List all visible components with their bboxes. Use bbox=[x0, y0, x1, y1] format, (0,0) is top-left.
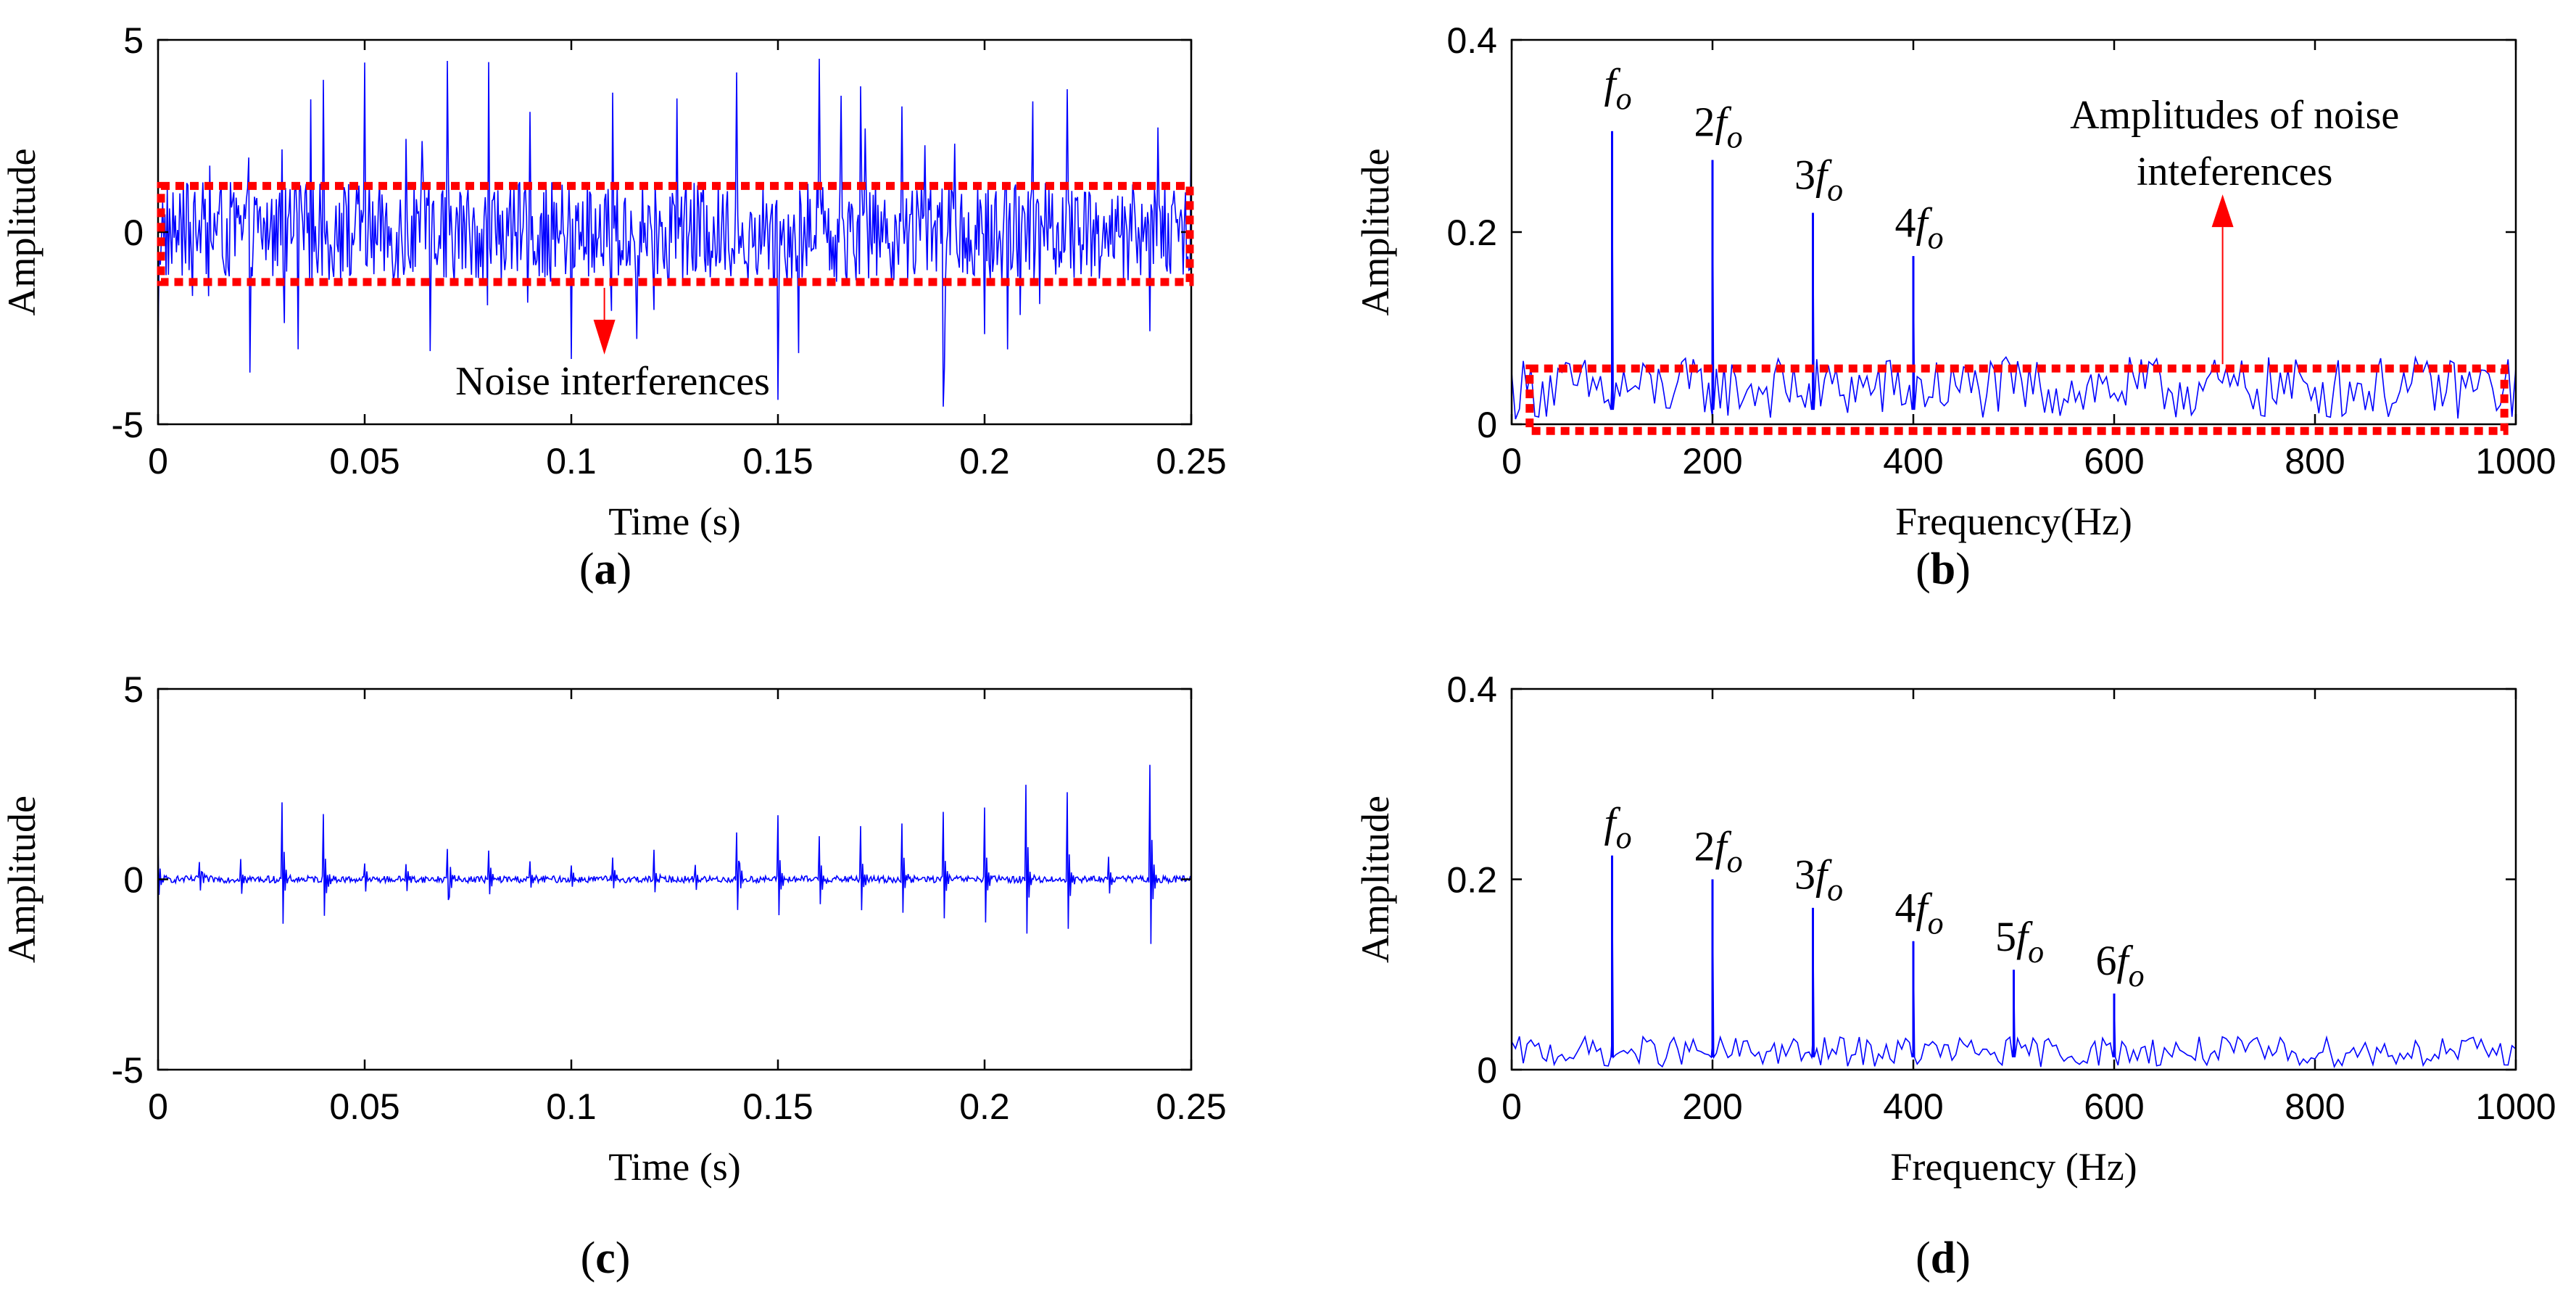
harmonic-coef: 6 bbox=[2095, 937, 2116, 984]
harmonic-label: 3fo bbox=[1794, 151, 1843, 207]
harmonic-coef: 2 bbox=[1694, 822, 1715, 870]
x-tick-label: 0.15 bbox=[742, 441, 813, 482]
x-tick-label: 0.05 bbox=[329, 441, 399, 482]
x-tick-label: 0.25 bbox=[1156, 1086, 1226, 1127]
harmonic-label: 3fo bbox=[1794, 851, 1843, 908]
harmonic-label: 6fo bbox=[2095, 937, 2144, 994]
annotation-text-line: Amplitudes of noise bbox=[2070, 93, 2399, 138]
annotation-arrow-head bbox=[593, 319, 616, 355]
series-line-b bbox=[1512, 131, 2516, 420]
y-tick-label: 0.2 bbox=[1446, 860, 1497, 901]
harmonic-sub: o bbox=[1928, 220, 1944, 256]
x-tick-label: 1000 bbox=[2475, 441, 2556, 482]
panel-caption: (a) bbox=[579, 545, 631, 594]
y-tick-label: -5 bbox=[112, 1050, 144, 1091]
harmonic-coef: 2 bbox=[1694, 99, 1715, 146]
y-tick-label: 0.4 bbox=[1446, 669, 1497, 710]
x-tick-label: 0.25 bbox=[1156, 441, 1226, 482]
panel-caption-letter: c bbox=[595, 1234, 616, 1283]
x-tick-label: 0.1 bbox=[546, 1086, 597, 1127]
x-tick-label: 400 bbox=[1883, 441, 1943, 482]
panel-caption-letter: b bbox=[1931, 545, 1955, 594]
harmonic-sub: o bbox=[1827, 172, 1843, 207]
series-line-a bbox=[158, 58, 1191, 407]
harmonic-label: 5fo bbox=[1995, 913, 2044, 970]
harmonic-sub: o bbox=[1616, 819, 1632, 855]
x-tick-label: 200 bbox=[1682, 1086, 1742, 1127]
harmonic-label: 2fo bbox=[1694, 99, 1742, 155]
y-tick-label: 0 bbox=[123, 860, 144, 901]
series-line-d bbox=[1512, 855, 2516, 1069]
y-axis-label: Amplitude bbox=[1354, 149, 1397, 316]
x-tick-label: 600 bbox=[2084, 1086, 2144, 1127]
y-tick-label: 0 bbox=[1477, 405, 1497, 445]
y-tick-label: 0.4 bbox=[1446, 20, 1497, 61]
harmonic-label: fo bbox=[1604, 798, 1631, 855]
x-tick-label: 800 bbox=[2285, 441, 2345, 482]
x-tick-label: 0 bbox=[1502, 1086, 1522, 1127]
harmonic-label: 2fo bbox=[1694, 822, 1742, 879]
y-axis-label: Amplitude bbox=[0, 796, 44, 963]
x-tick-label: 0 bbox=[148, 441, 168, 482]
x-tick-label: 0.1 bbox=[546, 441, 597, 482]
x-tick-label: 600 bbox=[2084, 441, 2144, 482]
x-axis-label: Time (s) bbox=[608, 1145, 741, 1189]
x-axis-label: Frequency (Hz) bbox=[1890, 1145, 2137, 1189]
panel-caption: (b) bbox=[1916, 545, 1971, 594]
x-tick-label: 0.2 bbox=[959, 1086, 1010, 1127]
x-axis-label: Time (s) bbox=[608, 500, 741, 543]
y-axis-label: Amplitude bbox=[1354, 796, 1397, 963]
harmonic-coef: 5 bbox=[1995, 913, 2016, 960]
x-tick-label: 1000 bbox=[2475, 1086, 2556, 1127]
x-tick-label: 400 bbox=[1883, 1086, 1943, 1127]
y-axis-label: Amplitude bbox=[0, 149, 44, 316]
harmonic-coef: 4 bbox=[1894, 885, 1916, 932]
y-tick-label: 0 bbox=[123, 212, 144, 253]
harmonic-label: 4fo bbox=[1894, 199, 1943, 256]
harmonic-label: fo bbox=[1604, 60, 1631, 117]
x-tick-label: 0.2 bbox=[959, 441, 1010, 482]
y-tick-label: -5 bbox=[112, 405, 144, 445]
harmonic-sub: o bbox=[1727, 120, 1743, 155]
harmonic-label: 4fo bbox=[1894, 885, 1943, 941]
y-tick-label: 5 bbox=[123, 669, 144, 710]
harmonic-coef: 3 bbox=[1794, 851, 1815, 899]
x-tick-label: 200 bbox=[1682, 441, 1742, 482]
panel-caption-letter: a bbox=[595, 545, 617, 594]
y-tick-label: 0.2 bbox=[1446, 212, 1497, 253]
panel-caption: (c) bbox=[581, 1234, 631, 1283]
x-tick-label: 0 bbox=[1502, 441, 1522, 482]
series-line-c bbox=[158, 764, 1191, 944]
panel-caption: (d) bbox=[1916, 1234, 1971, 1283]
x-tick-label: 0.15 bbox=[742, 1086, 813, 1127]
harmonic-sub: o bbox=[1616, 81, 1632, 117]
x-tick-label: 800 bbox=[2285, 1086, 2345, 1127]
harmonic-sub: o bbox=[1727, 843, 1743, 879]
panel-caption-letter: d bbox=[1931, 1234, 1955, 1283]
annotation-dashed-box bbox=[157, 181, 1194, 286]
harmonic-coef: 4 bbox=[1894, 199, 1916, 247]
x-tick-label: 0 bbox=[148, 1086, 168, 1127]
annotation-text-line: inteferences bbox=[2137, 149, 2332, 194]
harmonic-sub: o bbox=[2028, 934, 2044, 970]
y-tick-label: 5 bbox=[123, 20, 144, 61]
x-axis-label: Frequency(Hz) bbox=[1895, 500, 2132, 543]
harmonic-sub: o bbox=[1827, 872, 1843, 908]
annotation-dashed-box bbox=[1525, 364, 2509, 435]
chart-panel-b: 0 200 400 600 800 1000 0 0.2 0.4 Frequency(Hz) Amp… bbox=[1354, 20, 2556, 594]
harmonic-sub: o bbox=[1928, 906, 1944, 941]
annotation-arrow-head bbox=[2211, 194, 2234, 228]
harmonic-coef: 3 bbox=[1794, 151, 1815, 198]
annotation-text: Noise interferences bbox=[455, 359, 770, 404]
chart-panel-d: 0 200 400 600 800 1000 0 0.2 0.4 Frequency (Hz) Am… bbox=[1354, 669, 2556, 1283]
harmonic-sub: o bbox=[2129, 958, 2145, 994]
x-tick-label: 0.05 bbox=[329, 1086, 399, 1127]
y-tick-label: 0 bbox=[1477, 1050, 1497, 1091]
